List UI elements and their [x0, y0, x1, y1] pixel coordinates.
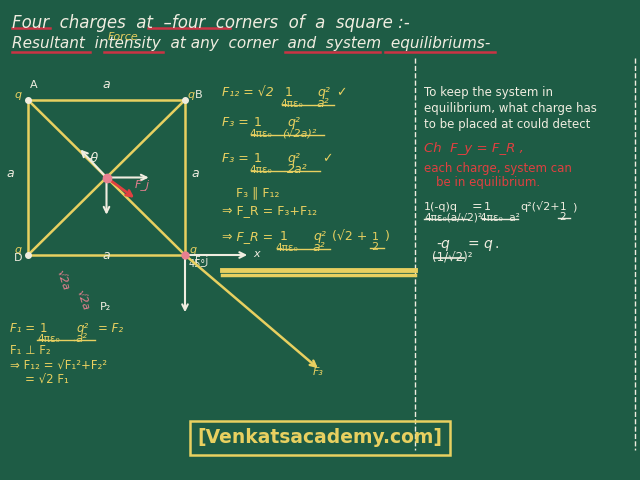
Text: be in equilibrium.: be in equilibrium. — [436, 176, 540, 189]
Text: ): ) — [385, 230, 390, 243]
Text: q: q — [14, 90, 21, 100]
Text: F_j: F_j — [134, 180, 150, 191]
Text: q²(√2+: q²(√2+ — [520, 201, 559, 212]
Text: Resultant  intensity  at any  corner  and  system  equilibriums-: Resultant intensity at any corner and sy… — [12, 36, 490, 51]
Text: [Venkatsacademy.com]: [Venkatsacademy.com] — [198, 428, 442, 447]
Text: ⇒ F_R =: ⇒ F_R = — [222, 230, 277, 243]
Text: P₂: P₂ — [100, 302, 111, 312]
Text: 1: 1 — [40, 322, 47, 335]
Text: to be placed at could detect: to be placed at could detect — [424, 118, 590, 131]
Text: 4πε₀: 4πε₀ — [249, 129, 272, 139]
Text: = q: = q — [468, 237, 493, 251]
Text: q: q — [187, 90, 194, 100]
Text: F₁₂ = √2: F₁₂ = √2 — [222, 86, 278, 99]
Text: q²: q² — [287, 116, 300, 129]
Text: 1: 1 — [484, 202, 491, 212]
Text: F₃ =: F₃ = — [222, 116, 253, 129]
Text: a²: a² — [76, 332, 88, 345]
Text: √2a: √2a — [75, 289, 91, 312]
Text: Force: Force — [108, 32, 139, 42]
Text: √2a: √2a — [55, 269, 71, 292]
Text: a: a — [6, 167, 14, 180]
Text: To keep the system in: To keep the system in — [424, 86, 553, 99]
Text: ✓: ✓ — [322, 152, 333, 165]
Text: F₃ ∥ F₁₂: F₃ ∥ F₁₂ — [236, 186, 280, 199]
Text: a²: a² — [316, 97, 328, 110]
Text: 1: 1 — [560, 202, 566, 212]
Text: 45°: 45° — [189, 259, 206, 269]
Text: a²: a² — [312, 241, 324, 254]
Text: x: x — [253, 249, 260, 259]
Text: 2: 2 — [559, 212, 566, 222]
Text: q: q — [189, 245, 196, 255]
Text: Four  charges  at  –four  corners  of  a  square :-: Four charges at –four corners of a squar… — [12, 14, 410, 32]
Text: q²: q² — [317, 86, 330, 99]
Text: 4πε₀: 4πε₀ — [37, 334, 60, 344]
Text: 1: 1 — [254, 152, 262, 165]
Text: a: a — [102, 249, 110, 262]
Text: ✓: ✓ — [336, 86, 346, 99]
Text: = F₂: = F₂ — [98, 322, 123, 335]
Text: 2a²: 2a² — [287, 163, 308, 176]
Text: F₁ =: F₁ = — [10, 322, 39, 335]
Text: q²: q² — [313, 230, 326, 243]
Text: F₃ =: F₃ = — [222, 152, 253, 165]
Text: a: a — [191, 167, 198, 180]
Text: F_j: F_j — [195, 255, 208, 266]
Text: A: A — [30, 80, 38, 90]
Text: -θ: -θ — [86, 152, 99, 165]
Text: B: B — [195, 90, 203, 100]
Text: Ch  F_y = F_R ,: Ch F_y = F_R , — [424, 142, 524, 155]
Text: 1: 1 — [254, 116, 262, 129]
Text: 1: 1 — [285, 86, 293, 99]
Text: = √2 F₁: = √2 F₁ — [25, 374, 69, 387]
Text: equilibrium, what charge has: equilibrium, what charge has — [424, 102, 597, 115]
Text: 1: 1 — [372, 232, 379, 242]
Text: q²: q² — [287, 152, 300, 165]
Text: (1/√2)²: (1/√2)² — [432, 250, 472, 263]
Text: a: a — [102, 78, 110, 91]
Text: ⇒ F_R = F₃+F₁₂: ⇒ F_R = F₃+F₁₂ — [222, 204, 317, 217]
Text: 1(-q)q: 1(-q)q — [424, 202, 458, 212]
Text: =: = — [472, 200, 483, 213]
Text: ): ) — [572, 202, 577, 212]
Text: (√2 +: (√2 + — [332, 230, 371, 243]
Text: 4πε₀  a²: 4πε₀ a² — [480, 213, 520, 223]
Text: 4πε₀: 4πε₀ — [249, 165, 272, 175]
Text: q²: q² — [76, 322, 88, 335]
Text: 2: 2 — [371, 242, 378, 252]
Text: ·: · — [494, 241, 499, 255]
Text: F₃: F₃ — [313, 367, 324, 377]
Text: q: q — [14, 245, 21, 255]
Text: 1: 1 — [280, 230, 288, 243]
Text: 4πε₀: 4πε₀ — [280, 99, 303, 109]
Text: (√2a)²: (√2a)² — [282, 129, 316, 139]
Text: F₁ ⊥ F₂: F₁ ⊥ F₂ — [10, 344, 51, 357]
Text: ⇒ F₁₂ = √F₁²+F₂²: ⇒ F₁₂ = √F₁²+F₂² — [10, 360, 107, 373]
Text: -q: -q — [436, 237, 450, 251]
Text: 4πε₀(a/√2)²: 4πε₀(a/√2)² — [424, 213, 482, 223]
Text: 4πε₀: 4πε₀ — [275, 243, 298, 253]
Text: each charge, system can: each charge, system can — [424, 162, 572, 175]
Text: D: D — [14, 253, 22, 263]
